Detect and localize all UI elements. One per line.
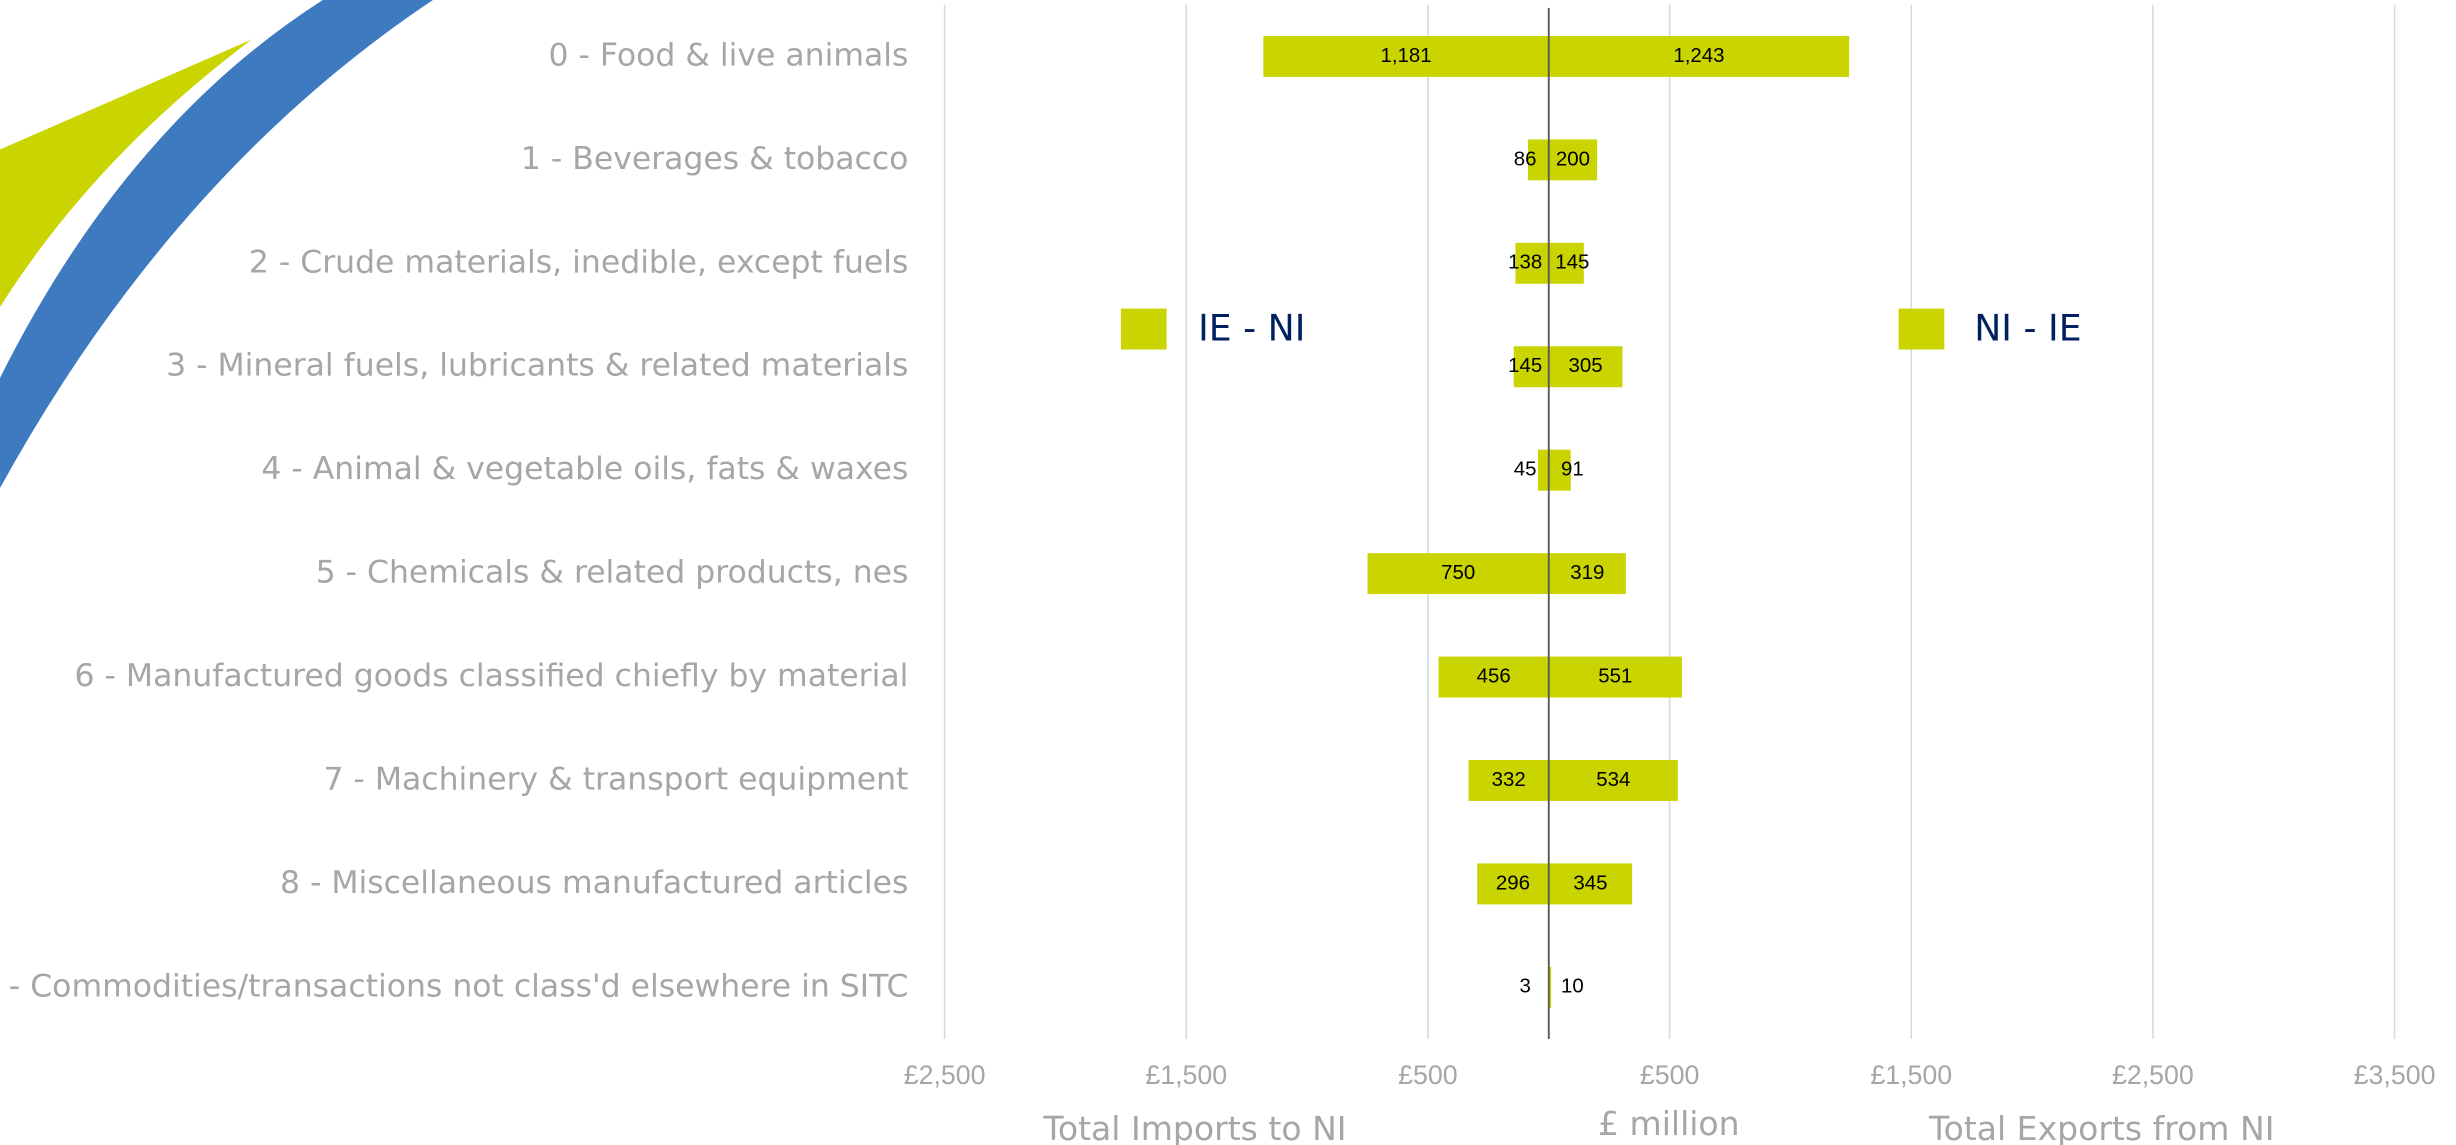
- value-label: 750: [1441, 561, 1475, 584]
- bar: [1477, 863, 1549, 905]
- bar: [1468, 760, 1549, 801]
- x-tick-label: £1,500: [1870, 1060, 1952, 1090]
- category-label: 7 - Machinery & transport equipment: [323, 761, 908, 797]
- bar: [1548, 35, 1850, 77]
- value-label: 3: [1519, 975, 1530, 998]
- x-tick-label: £2,500: [2112, 1060, 2194, 1090]
- bar: [1548, 656, 1682, 698]
- bar: [1367, 553, 1549, 595]
- category-label: 0 - Food & live animals: [548, 37, 908, 73]
- category-label: 8 - Miscellaneous manufactured articles: [280, 865, 908, 901]
- category-label: 5 - Chemicals & related products, nes: [316, 555, 909, 591]
- value-label: 145: [1555, 251, 1589, 274]
- bar: [1548, 863, 1633, 905]
- value-label: 305: [1569, 354, 1603, 377]
- value-label: 534: [1596, 768, 1630, 791]
- bar: [1548, 553, 1626, 595]
- bar: [1548, 242, 1584, 284]
- x-tick-label: £500: [1640, 1060, 1700, 1090]
- bar: [1548, 139, 1598, 181]
- value-label: 551: [1598, 664, 1632, 687]
- decor-green: [0, 39, 252, 307]
- value-label: 319: [1570, 561, 1604, 584]
- value-label: 345: [1573, 871, 1607, 894]
- bar: [1548, 449, 1571, 491]
- x-tick-label: £500: [1398, 1060, 1458, 1090]
- bar: [1548, 760, 1678, 801]
- legend-swatch: [1120, 308, 1167, 350]
- x-tick-label: £3,500: [2354, 1060, 2436, 1090]
- value-label: 86: [1514, 147, 1537, 170]
- value-label: 200: [1556, 147, 1590, 170]
- bar: [1537, 449, 1549, 491]
- value-label: 138: [1508, 251, 1542, 274]
- value-label: 1,181: [1380, 44, 1431, 67]
- value-label: 145: [1508, 354, 1542, 377]
- category-label: 6 - Manufactured goods classified chiefl…: [75, 658, 909, 694]
- x-tick-label: £1,500: [1145, 1060, 1227, 1090]
- value-label: 45: [1514, 458, 1537, 481]
- axis-title: £ million: [1598, 1104, 1740, 1143]
- category-label: 4 - Animal & vegetable oils, fats & waxe…: [261, 451, 908, 487]
- bar: [1527, 139, 1549, 181]
- value-label: 296: [1496, 871, 1530, 894]
- value-label: 91: [1561, 458, 1584, 481]
- category-label: 2 - Crude materials, inedible, except fu…: [249, 244, 909, 280]
- value-label: 456: [1477, 664, 1511, 687]
- x-tick-label: £2,500: [904, 1060, 986, 1090]
- category-label: 9 - Commodities/transactions not class'd…: [0, 968, 908, 1004]
- category-label: 3 - Mineral fuels, lubricants & related …: [166, 348, 908, 384]
- bar: [1548, 966, 1552, 1008]
- bar: [1515, 242, 1549, 284]
- category-label: 1 - Beverages & tobacco: [521, 141, 909, 177]
- bar: [1438, 656, 1549, 698]
- axis-title: Total Exports from NI: [1928, 1109, 2274, 1145]
- axis-title: Total Imports to NI: [1042, 1109, 1346, 1145]
- decor-blue: [0, 0, 433, 489]
- legend-label: IE - NI: [1198, 307, 1305, 350]
- value-label: 1,243: [1673, 44, 1724, 67]
- legend-label: NI - IE: [1974, 307, 2081, 350]
- legend-swatch: [1898, 308, 1945, 350]
- bar: [1513, 346, 1549, 388]
- value-label: 10: [1561, 975, 1584, 998]
- bar: [1263, 35, 1549, 77]
- value-label: 332: [1492, 768, 1526, 791]
- bar: [1548, 346, 1623, 388]
